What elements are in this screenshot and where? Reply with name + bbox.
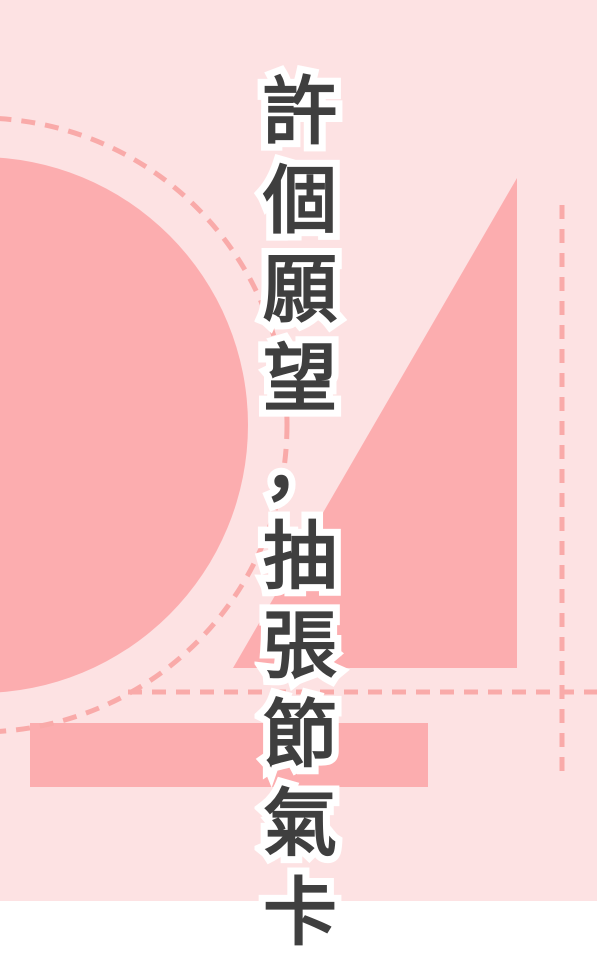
- title-char: 氣: [256, 774, 344, 874]
- vertical-title: 許 個 願 望 ， 抽 張 節 氣 卡: [240, 62, 360, 958]
- title-char: 個: [256, 151, 344, 251]
- large-semicircle: [0, 157, 248, 693]
- dashed-arc: [0, 116, 290, 734]
- triangle-shape: [233, 178, 517, 668]
- title-char: 許: [256, 62, 344, 162]
- title-char: 抽: [256, 507, 344, 607]
- title-comma: ，: [256, 418, 344, 518]
- title-char: 望: [256, 329, 344, 429]
- title-char: 卡: [256, 863, 344, 958]
- title-char: 張: [256, 596, 344, 696]
- bottom-bar: [30, 723, 428, 787]
- title-char: 願: [256, 240, 344, 340]
- background-graphic: [0, 0, 597, 901]
- title-char: 節: [256, 685, 344, 785]
